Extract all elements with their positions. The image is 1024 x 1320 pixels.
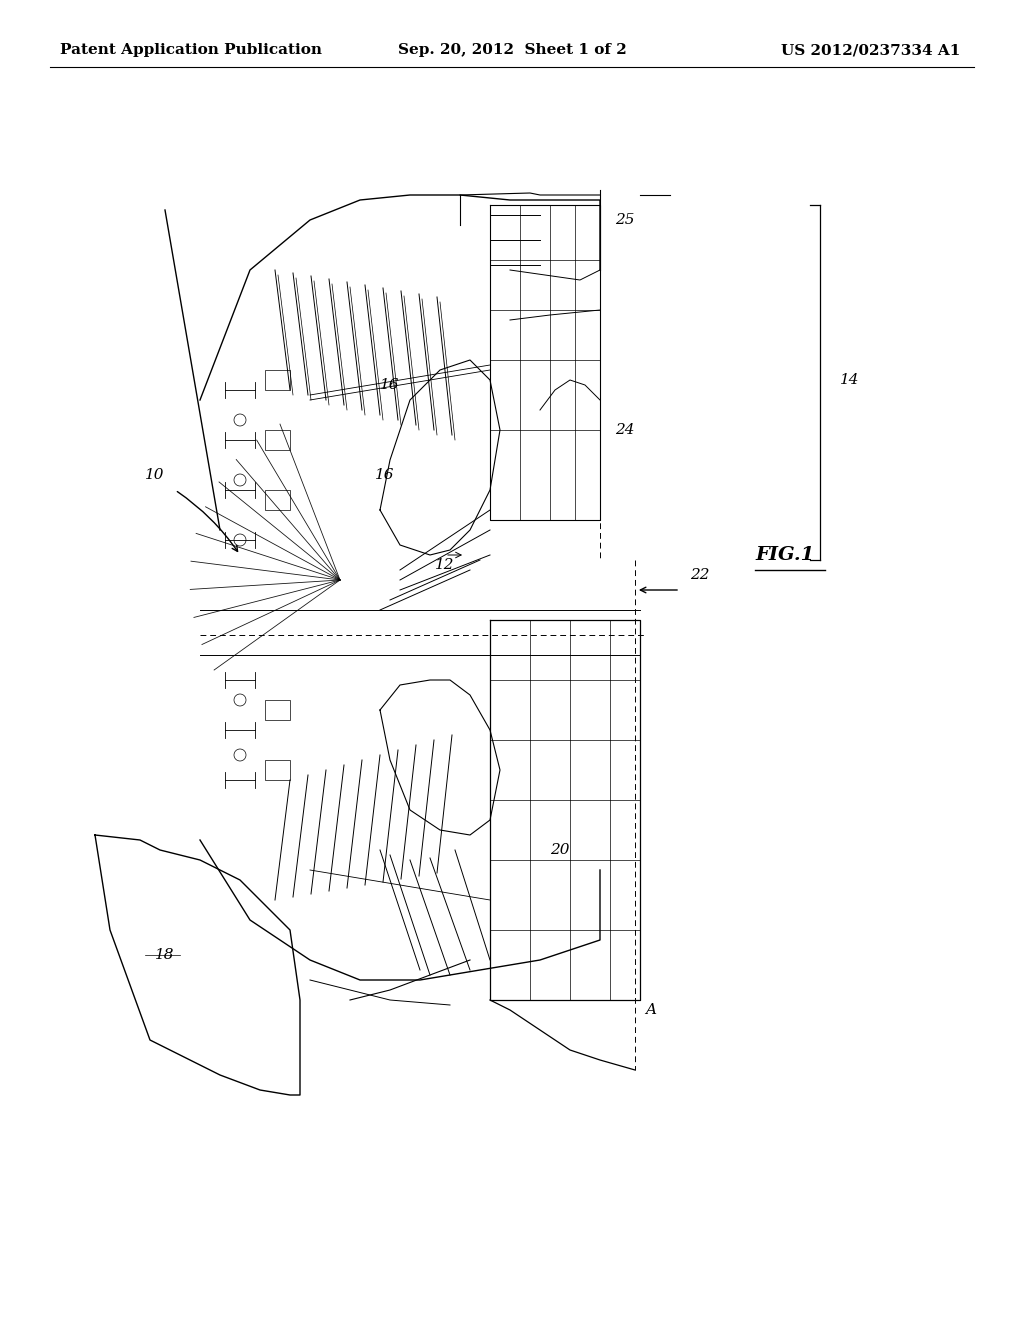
Text: Patent Application Publication: Patent Application Publication	[60, 44, 322, 57]
Text: 22: 22	[690, 568, 710, 582]
Text: A: A	[645, 1003, 656, 1016]
Text: US 2012/0237334 A1: US 2012/0237334 A1	[780, 44, 961, 57]
Bar	[265, 760, 290, 780]
Text: 16: 16	[380, 378, 399, 392]
Text: 18: 18	[156, 948, 175, 962]
Text: 20: 20	[550, 843, 569, 857]
Text: FIG.1: FIG.1	[755, 546, 814, 564]
Bar	[265, 490, 290, 510]
Text: 14: 14	[840, 374, 859, 387]
Text: 12: 12	[435, 558, 455, 572]
Text: 16: 16	[375, 469, 394, 482]
Bar	[265, 700, 290, 719]
Text: Sep. 20, 2012  Sheet 1 of 2: Sep. 20, 2012 Sheet 1 of 2	[397, 44, 627, 57]
Text: 25: 25	[615, 213, 635, 227]
Bar	[265, 430, 290, 450]
Text: 10: 10	[145, 469, 165, 482]
Bar	[265, 370, 290, 389]
Text: 24: 24	[615, 422, 635, 437]
